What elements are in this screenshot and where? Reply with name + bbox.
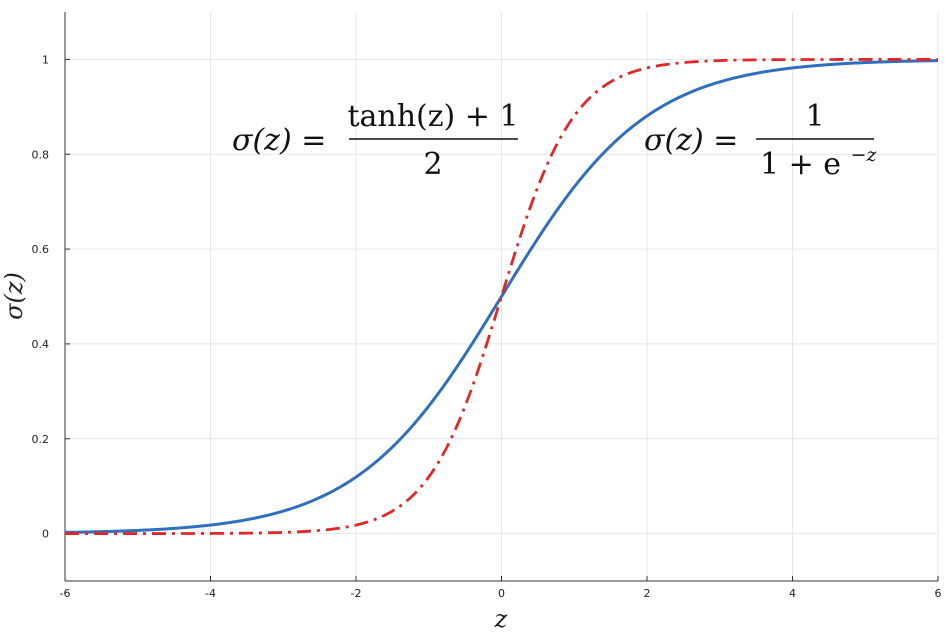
- logistic-formula-denominator-base: 1 + e: [760, 147, 841, 182]
- logistic-formula-denominator-exponent: −z: [851, 144, 878, 166]
- tanh-formula-numerator: tanh(z) + 1: [347, 99, 518, 134]
- x-tick-label: 6: [935, 587, 942, 600]
- x-axis-label: z: [494, 605, 508, 633]
- tanh-formula-denominator: 2: [423, 147, 442, 182]
- x-tick-label: 4: [789, 587, 796, 600]
- series: [64, 58, 939, 535]
- logistic-formula-lhs: σ(z) =: [644, 123, 738, 158]
- y-tick-labels: 0 0.2 0.4 0.6 0.8 1: [32, 53, 70, 541]
- logistic-formula-denominator: 1 + e −z: [760, 144, 878, 182]
- y-tick-label: 0.8: [32, 148, 50, 161]
- x-tick-label: 0: [498, 587, 505, 600]
- logistic-series-line: [64, 59, 939, 534]
- tanh-formula-lhs: σ(z) =: [232, 123, 326, 158]
- y-tick-label: 0.2: [32, 433, 50, 446]
- y-tick-label: 0.6: [32, 243, 50, 256]
- logistic-formula-numerator: 1: [805, 99, 824, 134]
- tanh-series-line: [65, 58, 938, 535]
- y-tick-label: 0.4: [32, 338, 50, 351]
- logistic-formula: σ(z) = 1 1 + e −z: [644, 99, 878, 182]
- y-axis-label: σ(z): [0, 272, 28, 320]
- tanh-formula: σ(z) = tanh(z) + 1 2: [232, 99, 519, 182]
- x-tick-labels: -6 -4 -2 0 2 4 6: [60, 576, 942, 600]
- x-tick-label: 2: [644, 587, 651, 600]
- y-tick-label: 1: [42, 53, 49, 66]
- x-tick-label: -4: [205, 587, 216, 600]
- x-tick-label: -6: [60, 587, 71, 600]
- x-tick-label: -2: [351, 587, 362, 600]
- y-tick-label: 0: [42, 528, 49, 541]
